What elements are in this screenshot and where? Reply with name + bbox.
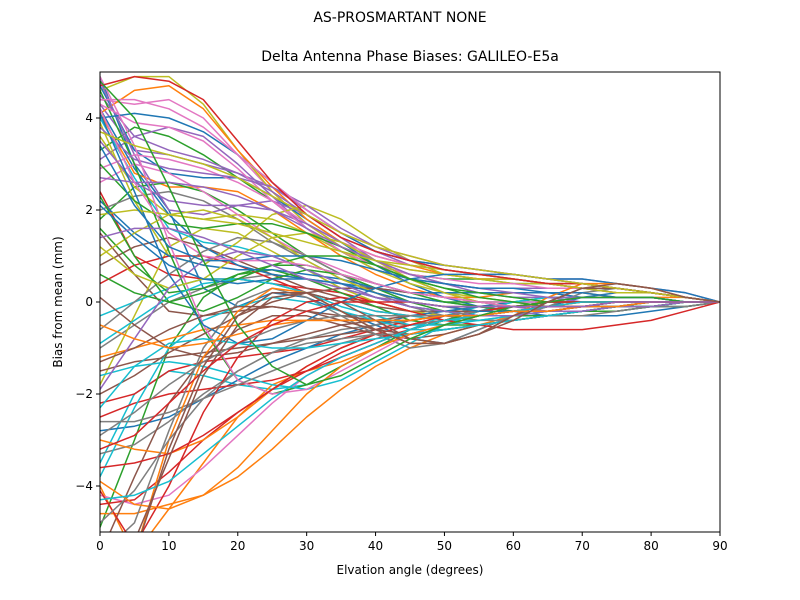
series-line-68 — [100, 301, 720, 524]
series-line-79 — [100, 131, 720, 303]
series-line-85 — [100, 227, 720, 308]
series-line-67 — [100, 98, 720, 303]
y-tick-label: 4 — [85, 111, 93, 125]
series-line-20 — [100, 117, 720, 317]
series-line-41 — [100, 200, 720, 308]
x-tick-label: 80 — [643, 539, 658, 553]
y-tick-label: 0 — [85, 295, 93, 309]
series-line-69 — [100, 209, 720, 303]
series-line-46 — [100, 287, 720, 395]
series-line-82 — [100, 301, 720, 349]
y-tick-label: −2 — [75, 387, 93, 401]
series-line-25 — [100, 80, 720, 312]
x-tick-label: 60 — [506, 539, 521, 553]
series-line-1 — [100, 76, 720, 345]
series-line-7 — [100, 98, 720, 303]
x-tick-label: 0 — [96, 539, 104, 553]
series-line-64 — [100, 301, 720, 469]
x-tick-label: 40 — [368, 539, 383, 553]
x-tick-label: 50 — [437, 539, 452, 553]
x-tick-label: 20 — [230, 539, 245, 553]
series-line-54 — [100, 296, 720, 532]
x-tick-label: 70 — [575, 539, 590, 553]
series-line-3 — [100, 126, 720, 303]
x-tick-label: 10 — [161, 539, 176, 553]
x-axis-label: Elvation angle (degrees) — [337, 563, 484, 577]
chart-title: Delta Antenna Phase Biases: GALILEO-E5a — [261, 49, 559, 65]
series-line-86 — [141, 282, 720, 532]
y-axis-label: Bias from mean (mm) — [51, 236, 65, 367]
series-layer — [100, 75, 720, 532]
x-tick-label: 90 — [712, 539, 727, 553]
y-axis: −4 −2 0 2 4 — [75, 111, 100, 493]
series-line-31 — [100, 108, 720, 303]
series-line-61 — [100, 113, 720, 345]
series-line-15 — [100, 126, 720, 303]
figure-suptitle: AS-PROSMARTANT NONE — [313, 10, 487, 26]
series-line-14 — [100, 301, 720, 404]
series-line-55 — [100, 126, 720, 303]
series-line-83 — [100, 80, 720, 386]
x-axis: 0 10 20 30 40 50 60 70 80 90 — [96, 532, 728, 553]
x-tick-label: 30 — [299, 539, 314, 553]
series-line-78 — [100, 301, 720, 437]
y-tick-label: −4 — [75, 479, 93, 493]
y-tick-label: 2 — [85, 203, 93, 217]
